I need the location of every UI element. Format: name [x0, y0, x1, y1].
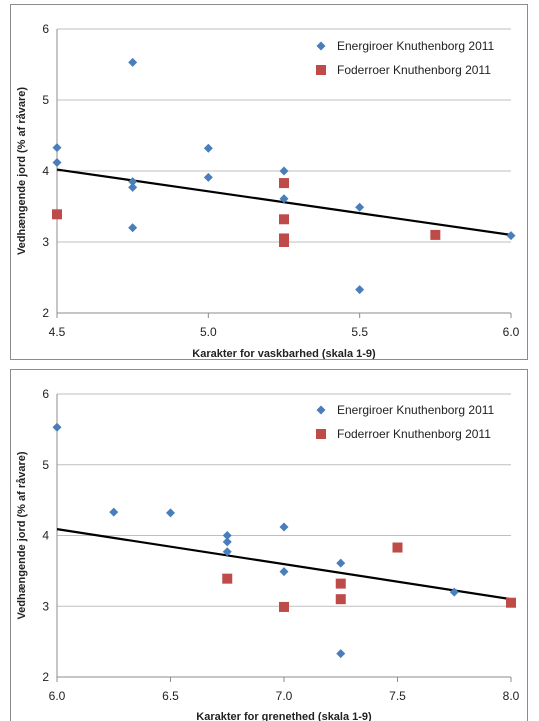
scatter-chart-grenethed: 2 3 4 5 6 6.0 6.5 7.0 7.5 8.0 Karakter for greneth…	[16, 387, 520, 721]
chart-panel-grenethed: 2 3 4 5 6 6.0 6.5 7.0 7.5 8.0 Karakter for greneth…	[10, 369, 528, 721]
y-axis-title: Vedhængende jord (% af råvare)	[16, 451, 28, 619]
data-point-diamond	[203, 172, 213, 182]
data-point-diamond	[128, 57, 138, 67]
data-point-diamond	[203, 143, 213, 153]
data-point-diamond	[449, 587, 459, 597]
data-point-square	[279, 214, 289, 225]
data-point-diamond	[109, 507, 119, 517]
data-point-diamond	[355, 285, 365, 295]
data-point-square	[222, 573, 233, 584]
data-point-diamond	[222, 531, 232, 540]
data-point-square	[279, 178, 289, 189]
data-point-diamond	[128, 177, 138, 187]
x-tick-label: 8.0	[503, 689, 520, 703]
legend-marker-diamond	[316, 405, 326, 415]
data-point-diamond	[128, 182, 138, 192]
data-point-diamond	[128, 223, 138, 233]
data-point-square	[392, 542, 403, 553]
data-point-diamond	[52, 157, 62, 167]
y-tick-label: 3	[42, 599, 49, 613]
data-point-diamond	[279, 194, 289, 204]
y-tick-label: 6	[42, 387, 49, 401]
data-point-diamond	[506, 231, 516, 241]
legend-marker-square	[316, 65, 326, 75]
x-tick-label: 6.5	[162, 689, 179, 703]
x-tick-label: 7.5	[389, 689, 406, 703]
data-point-diamond	[279, 567, 289, 577]
y-tick-label: 5	[42, 93, 49, 107]
y-tick-label: 2	[42, 670, 49, 684]
data-point-diamond	[279, 166, 289, 176]
y-tick-label: 4	[42, 529, 49, 543]
data-point-square	[279, 601, 289, 612]
legend-label: Energiroer Knuthenborg 2011	[337, 403, 495, 417]
data-point-diamond	[336, 558, 346, 568]
y-tick-label: 6	[42, 22, 49, 36]
data-point-diamond	[222, 547, 232, 557]
data-point-square	[52, 209, 62, 220]
data-point-diamond	[279, 522, 289, 532]
data-point-diamond	[166, 508, 175, 518]
y-tick-label: 3	[42, 235, 49, 249]
x-axis-title: Karakter for grenethed (skala 1-9)	[196, 711, 372, 721]
y-tick-label: 2	[42, 306, 49, 320]
data-point-diamond	[222, 537, 232, 547]
y-tick-label: 5	[42, 458, 49, 472]
data-point-diamond	[52, 143, 62, 153]
x-tick-label: 5.5	[351, 325, 368, 339]
x-tick-label: 5.0	[200, 325, 217, 339]
data-point-diamond	[355, 202, 365, 212]
y-axis-title: Vedhængende jord (% af råvare)	[16, 87, 28, 255]
legend-marker-square	[316, 429, 326, 439]
x-tick-label: 6.0	[49, 689, 66, 703]
legend-marker-diamond	[316, 41, 326, 51]
x-tick-label: 6.0	[503, 325, 520, 339]
chart-panel-vaskbarhed: 2 3 4 5 6 4.5 5.0 5.5 6.0 Karakter for vaskbarhed…	[10, 4, 528, 360]
data-point-square	[279, 237, 289, 247]
data-point-square	[506, 597, 516, 608]
y-tick-label: 4	[42, 164, 49, 178]
scatter-chart-vaskbarhed: 2 3 4 5 6 4.5 5.0 5.5 6.0 Karakter for vaskbarhed…	[16, 22, 520, 360]
x-tick-label: 4.5	[49, 325, 66, 339]
x-axis-title: Karakter for vaskbarhed (skala 1-9)	[192, 348, 376, 360]
data-point-diamond	[52, 422, 62, 432]
legend-label: Foderroer Knuthenborg 2011	[337, 63, 491, 77]
x-tick-label: 7.0	[276, 689, 293, 703]
trendline	[56, 528, 512, 601]
legend-label: Energiroer Knuthenborg 2011	[337, 39, 495, 53]
legend-label: Foderroer Knuthenborg 2011	[337, 427, 491, 441]
data-point-square	[430, 229, 441, 240]
data-point-diamond	[336, 649, 346, 659]
data-point-square	[335, 578, 346, 589]
data-point-square	[335, 594, 346, 605]
